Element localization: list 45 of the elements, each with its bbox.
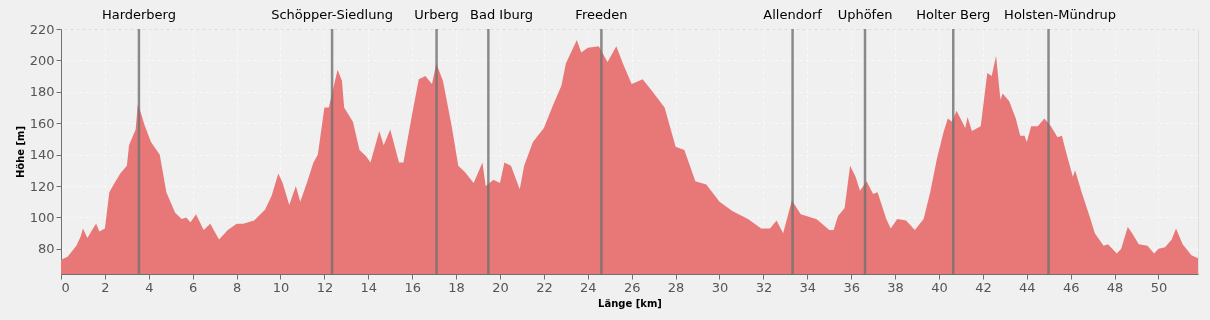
x-tick-label: 32 xyxy=(755,279,773,295)
x-tick-label: 20 xyxy=(492,279,509,295)
ref-line-label: Bad Iburg xyxy=(470,7,534,22)
ref-line-label: Holsten-Mündrup xyxy=(1004,7,1117,22)
x-tick-label: 0 xyxy=(61,279,70,295)
y-tick-label: 180 xyxy=(29,84,55,100)
x-tick-label: 30 xyxy=(711,279,729,295)
ref-line-label: Harderberg xyxy=(101,7,176,22)
x-tick-label: 8 xyxy=(232,279,242,295)
x-tick-label: 16 xyxy=(404,279,421,295)
x-tick-label: 22 xyxy=(536,279,553,295)
x-tick-label: 48 xyxy=(1106,279,1124,295)
y-tick-label: 140 xyxy=(29,147,55,163)
x-tick-label: 6 xyxy=(189,279,198,295)
y-axis-title: Höhe [m] xyxy=(14,125,26,179)
x-tick-label: 14 xyxy=(360,279,378,295)
ref-line-label: Allendorf xyxy=(763,7,823,22)
x-tick-label: 18 xyxy=(448,279,465,295)
x-tick-label: 4 xyxy=(145,279,154,295)
y-tick-label: 220 xyxy=(29,21,55,37)
x-tick-label: 38 xyxy=(887,279,904,295)
y-tick-label: 200 xyxy=(29,52,55,68)
x-tick-label: 26 xyxy=(623,279,641,295)
ref-line-label: Holter Berg xyxy=(916,7,991,22)
ref-line-label: Urberg xyxy=(414,7,459,22)
x-tick-label: 46 xyxy=(1062,279,1080,295)
x-tick-label: 12 xyxy=(316,279,334,295)
x-tick-label: 50 xyxy=(1150,279,1168,295)
x-tick-label: 10 xyxy=(272,279,290,295)
x-tick-label: 2 xyxy=(101,279,110,295)
y-tick-label: 120 xyxy=(29,178,55,194)
x-tick-label: 36 xyxy=(843,279,860,295)
ref-line-label: Uphöfen xyxy=(837,7,893,22)
x-tick-label: 28 xyxy=(667,279,685,295)
x-tick-label: 34 xyxy=(799,279,817,295)
x-tick-label: 44 xyxy=(1019,279,1036,295)
y-tick-label: 160 xyxy=(29,115,55,131)
x-tick-label: 40 xyxy=(931,279,948,295)
y-tick-label: 100 xyxy=(29,209,55,225)
x-axis-title: Länge [km] xyxy=(598,297,662,309)
ref-line-label: Schöpper-Siedlung xyxy=(271,7,393,22)
ref-line-label: Freeden xyxy=(575,7,628,22)
y-tick-label: 80 xyxy=(37,241,55,257)
x-tick-label: 24 xyxy=(580,279,597,295)
x-tick-label: 42 xyxy=(975,279,992,295)
